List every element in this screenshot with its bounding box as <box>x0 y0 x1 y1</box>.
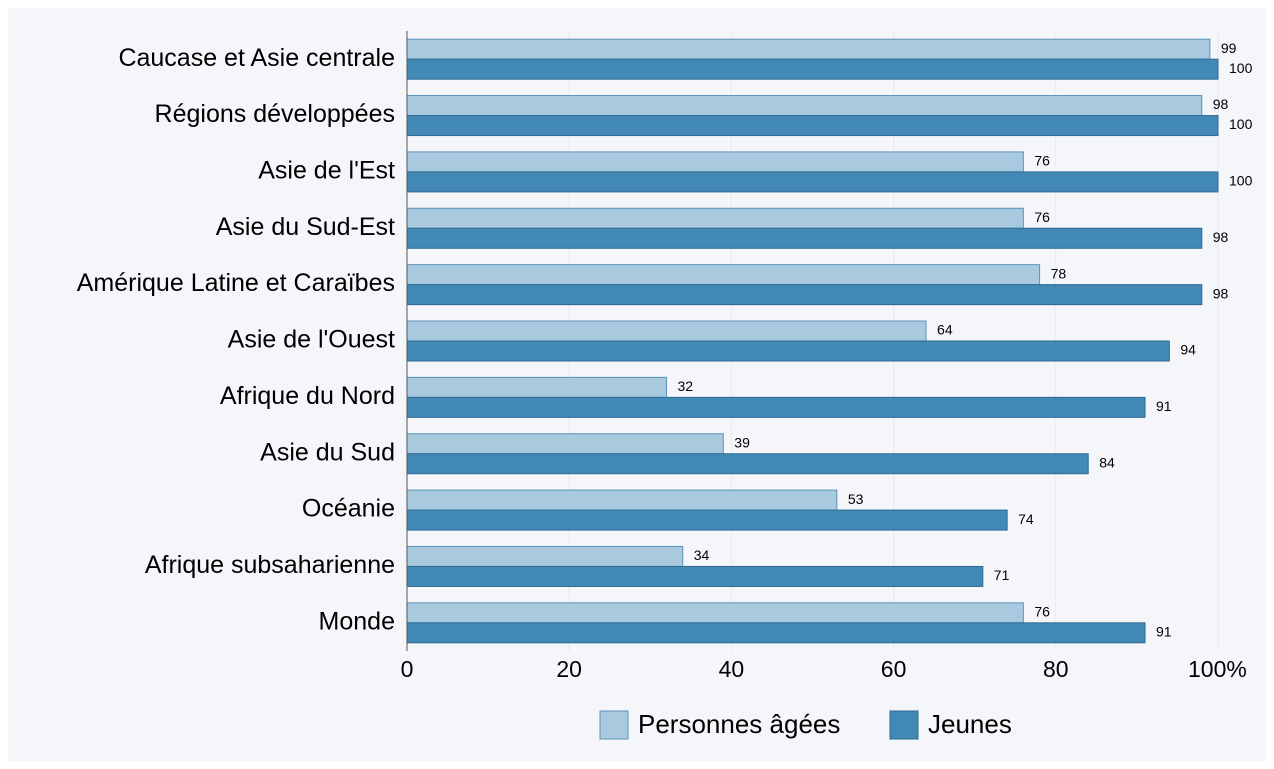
bar <box>406 95 1203 117</box>
data-label: 100 <box>1229 116 1253 132</box>
bar <box>406 207 1024 229</box>
bar <box>406 602 1024 624</box>
data-label: 91 <box>1156 624 1172 640</box>
data-label: 78 <box>1051 265 1067 281</box>
data-label: 34 <box>694 547 710 563</box>
data-label: 76 <box>1034 604 1050 620</box>
category-label: Caucase et Asie centrale <box>118 44 395 72</box>
data-label: 74 <box>1018 511 1034 527</box>
data-label: 32 <box>678 378 694 394</box>
bar <box>406 509 1008 531</box>
bar <box>406 565 984 587</box>
category-label: Afrique du Nord <box>220 382 395 410</box>
bar <box>406 264 1041 286</box>
data-label: 64 <box>937 322 953 338</box>
data-label: 99 <box>1221 40 1237 56</box>
data-label: 76 <box>1034 153 1050 169</box>
x-tick-label: 100% <box>1188 656 1247 682</box>
data-label: 76 <box>1034 209 1050 225</box>
category-label: Asie de l'Ouest <box>228 326 395 354</box>
bar <box>406 320 927 342</box>
data-label: 39 <box>734 434 750 450</box>
bar <box>406 58 1219 80</box>
category-label: Asie de l'Est <box>258 157 395 185</box>
data-label: 84 <box>1099 454 1115 470</box>
bar <box>406 453 1089 475</box>
bar <box>406 171 1219 193</box>
bar <box>406 489 838 511</box>
legend-swatch <box>889 710 919 740</box>
bar <box>406 115 1219 137</box>
legend-swatch <box>599 710 629 740</box>
category-label: Régions développées <box>155 100 395 128</box>
data-label: 98 <box>1213 229 1229 245</box>
bar <box>406 340 1170 362</box>
data-label: 98 <box>1213 285 1229 301</box>
data-label: 53 <box>848 491 864 507</box>
bar <box>406 38 1211 60</box>
bar <box>406 284 1203 306</box>
bar <box>406 545 684 567</box>
x-tick-label: 20 <box>556 656 582 682</box>
data-label: 91 <box>1156 398 1172 414</box>
bar <box>406 622 1146 644</box>
bar <box>406 151 1024 173</box>
bar <box>406 227 1203 249</box>
data-label: 100 <box>1229 60 1253 76</box>
data-label: 94 <box>1180 342 1196 358</box>
category-label: Asie du Sud <box>260 438 395 466</box>
data-label: 71 <box>994 567 1010 583</box>
category-label: Afrique subsaharienne <box>145 551 395 579</box>
bar <box>406 433 724 455</box>
x-tick-label: 60 <box>881 656 907 682</box>
data-label: 98 <box>1213 96 1229 112</box>
bar <box>406 396 1146 418</box>
category-label: Asie du Sud-Est <box>216 213 395 241</box>
category-label: Océanie <box>302 495 395 523</box>
bar <box>406 376 668 398</box>
legend-label: Personnes âgées <box>638 709 840 739</box>
data-label: 100 <box>1229 173 1253 189</box>
legend-label: Jeunes <box>928 709 1012 739</box>
x-tick-label: 40 <box>719 656 745 682</box>
x-tick-label: 0 <box>401 656 414 682</box>
x-tick-label: 80 <box>1043 656 1069 682</box>
category-label: Monde <box>319 607 395 635</box>
category-label: Amérique Latine et Caraïbes <box>77 269 395 297</box>
